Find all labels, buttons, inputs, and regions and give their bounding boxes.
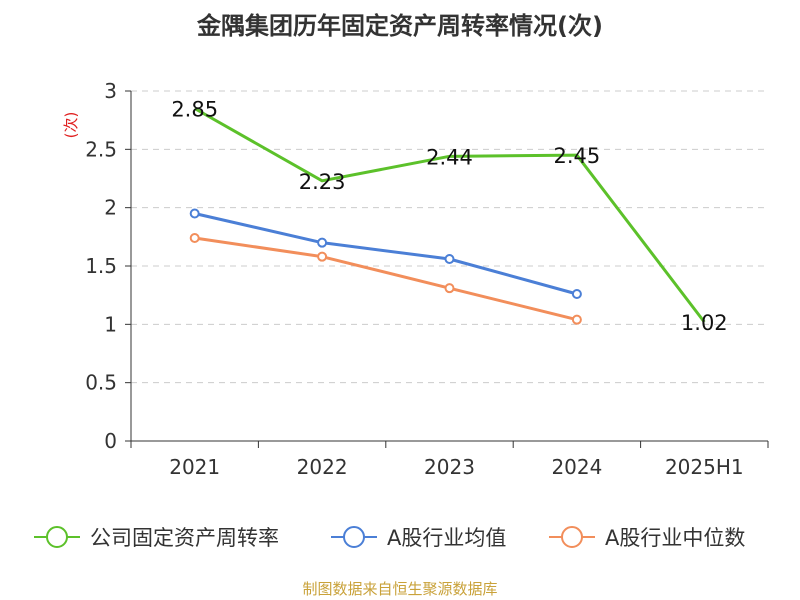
chart-title: 金隅集团历年固定资产周转率情况(次) — [197, 12, 603, 40]
y-tick-label: 0.5 — [85, 371, 117, 395]
data-label: 2.45 — [554, 144, 601, 168]
y-tick-label: 3 — [104, 79, 117, 103]
y-tick-label: 2.5 — [85, 137, 117, 161]
data-point — [189, 233, 200, 243]
legend-marker — [46, 526, 68, 548]
y-tick-label: 1 — [104, 312, 117, 336]
data-point — [317, 251, 328, 262]
x-tick-label: 2023 — [424, 455, 475, 479]
data-point — [444, 254, 455, 264]
legend-label: A股行业中位数 — [605, 526, 745, 550]
legend-marker — [343, 526, 365, 548]
data-point — [189, 208, 200, 219]
legend-marker — [561, 526, 583, 548]
x-tick-label: 2022 — [297, 455, 348, 479]
series-line — [194, 236, 578, 322]
data-point — [571, 314, 582, 325]
legend-label: 公司固定资产周转率 — [90, 526, 279, 550]
x-tick-label: 2021 — [169, 455, 220, 479]
x-tick-label: 2024 — [551, 455, 602, 479]
y-axis-label: (次) — [62, 112, 80, 139]
y-tick-label: 2 — [104, 196, 117, 220]
data-label: 2.85 — [171, 98, 218, 122]
data-label: 2.23 — [299, 170, 346, 194]
source-note: 制图数据来自恒生聚源数据库 — [302, 580, 498, 598]
data-label: 1.02 — [681, 311, 728, 335]
data-point — [317, 237, 328, 248]
data-point — [444, 283, 455, 294]
x-tick-label: 2025H1 — [665, 455, 744, 479]
legend-label: A股行业均值 — [387, 526, 506, 550]
data-point — [571, 289, 582, 299]
series-line — [193, 107, 706, 323]
data-label: 2.44 — [426, 145, 473, 169]
y-tick-label: 1.5 — [85, 254, 117, 278]
series-line — [194, 212, 578, 296]
y-tick-label: 0 — [104, 429, 117, 453]
